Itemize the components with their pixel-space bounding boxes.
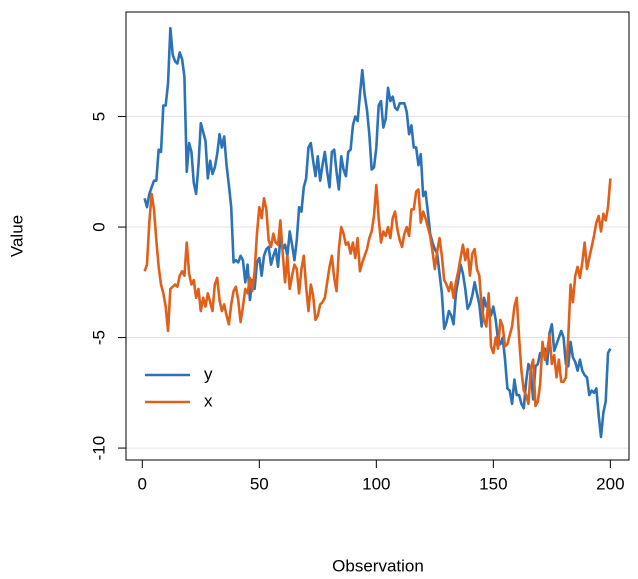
legend-label: x	[204, 391, 213, 410]
series-line	[143, 26, 612, 439]
x-axis-label: Observation	[332, 556, 424, 575]
plot-frame	[125, 11, 630, 461]
x-tick-label: 150	[479, 474, 507, 493]
x-tick-label: 200	[596, 474, 624, 493]
y-tick-label: -10	[89, 436, 108, 461]
y-axis-label: Value	[7, 215, 26, 257]
x-tick-label: 50	[250, 474, 269, 493]
y-tick-label: -5	[89, 330, 108, 345]
legend-label: y	[204, 364, 213, 383]
y-tick-label: 0	[89, 222, 108, 231]
x-tick-label: 0	[138, 474, 147, 493]
series-line	[143, 178, 612, 408]
x-tick-label: 100	[362, 474, 390, 493]
y-tick-label: 5	[89, 112, 108, 121]
